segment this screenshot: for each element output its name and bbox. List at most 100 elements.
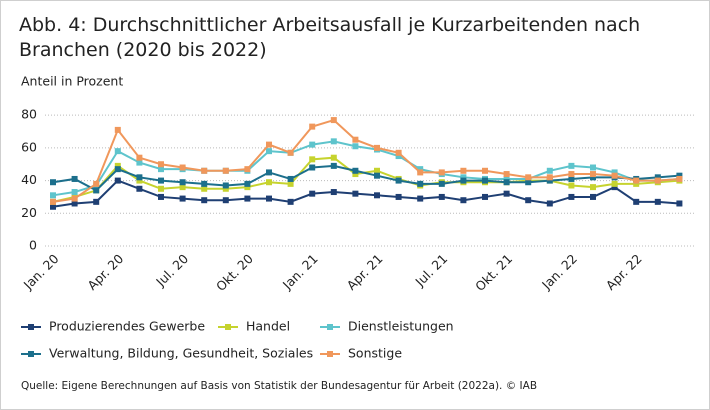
data-point [654,198,661,205]
y-tick-label: 60 [21,139,37,154]
data-point [330,162,337,169]
y-axis-label: Anteil in Prozent [21,74,123,89]
x-tick-label: Apr. 20 [84,251,126,293]
data-point [633,177,640,184]
data-point [179,195,186,202]
data-point [93,180,100,187]
data-point [590,184,596,191]
data-point [50,203,56,210]
chart-title: Abb. 4: Durchschnittlicher Arbeitsausfal… [19,14,641,61]
data-point [71,189,78,196]
series-line [52,140,680,197]
data-point [611,172,618,179]
data-point [525,179,532,186]
data-point [654,174,661,181]
data-point [417,169,424,176]
data-point [287,198,294,205]
data-point [352,143,359,150]
data-point [309,156,316,163]
data-point [374,192,380,199]
data-point [179,164,186,171]
x-tick-label: Jan. 20 [20,251,62,293]
data-point [546,167,553,174]
data-point [417,166,424,173]
data-point [503,175,510,182]
data-point [374,167,380,174]
data-point [287,149,294,156]
data-point [568,182,575,189]
x-tick-label: Jan. 21 [279,251,321,293]
data-point [352,171,359,178]
data-point [546,174,553,181]
data-point [568,171,575,178]
data-point [93,187,100,194]
legend-label: Sonstige [348,346,402,361]
data-point [266,141,272,148]
data-point [460,177,467,184]
data-point [222,185,229,192]
data-point [179,179,186,186]
data-point [158,185,164,192]
data-point [114,166,121,173]
data-point [352,136,359,143]
data-point [590,164,596,171]
data-point [158,166,164,173]
data-point [266,195,272,202]
data-point [590,193,596,200]
data-point [50,179,56,186]
data-point [352,167,359,174]
legend-marker [28,351,34,357]
data-point [460,174,467,181]
data-point [525,197,532,204]
data-point [330,154,337,161]
data-point [244,195,251,202]
source: Quelle: Eigene Berechnungen auf Basis vo… [21,380,537,392]
data-point [309,123,316,130]
data-point [136,185,143,192]
data-point [201,197,208,204]
data-point [525,174,532,181]
data-point [676,175,683,182]
data-point [158,177,164,184]
data-point [287,175,294,182]
series-line [52,118,680,203]
data-point [633,180,640,187]
data-point [503,171,510,178]
data-point [71,195,78,202]
legend-marker [327,324,333,330]
data-point [438,180,445,187]
data-point [482,167,488,174]
x-tick-label: Jul. 20 [152,251,191,290]
data-point [136,154,143,161]
data-point [417,180,424,187]
data-point [482,177,488,184]
data-point [222,197,229,204]
data-point [352,190,359,197]
data-point [568,162,575,169]
data-point [330,189,337,196]
data-point [395,177,402,184]
legend-marker [327,351,333,357]
data-point [438,193,445,200]
data-point [266,169,272,176]
data-point [287,180,294,187]
data-point [158,161,164,168]
data-point [395,193,402,200]
data-point [201,185,208,192]
data-point [222,167,229,174]
data-point [244,184,251,191]
data-point [136,159,143,166]
data-point [114,162,121,169]
data-point [330,117,337,124]
y-tick-label: 40 [21,172,37,187]
data-point [611,169,618,176]
data-point [395,153,402,160]
legend-marker [28,324,34,330]
data-point [266,148,272,155]
y-tick-label: 20 [21,205,37,220]
data-point [546,177,553,184]
data-point [590,174,596,181]
x-tick-label: Apr. 22 [603,251,645,293]
legend-label: Handel [246,319,290,334]
